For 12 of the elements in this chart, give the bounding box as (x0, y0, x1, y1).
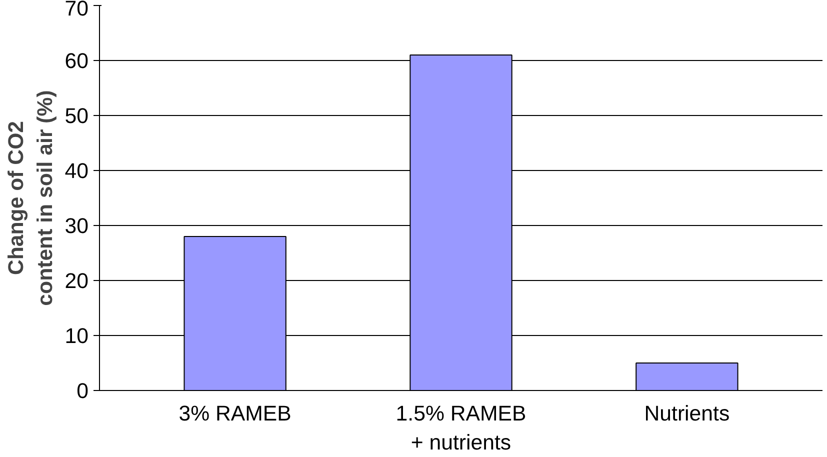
y-tick-label: 30 (64, 214, 89, 238)
x-tick-label: 3% RAMEB (178, 402, 292, 426)
y-tick-label: 50 (64, 104, 89, 128)
y-tick-label: 70 (64, 0, 89, 20)
y-tick-label: 60 (64, 49, 89, 73)
y-tick-label: 20 (64, 269, 89, 293)
y-axis-title: Change of CO2 content in soil air (%) (4, 90, 57, 306)
y-tick-label: 40 (64, 159, 89, 183)
y-tick-label: 0 (76, 379, 89, 403)
y-tick-label: 10 (64, 324, 89, 348)
x-tick-label: Nutrients (644, 402, 730, 426)
x-tick-label: 1.5% RAMEB + nutrients (396, 402, 526, 454)
